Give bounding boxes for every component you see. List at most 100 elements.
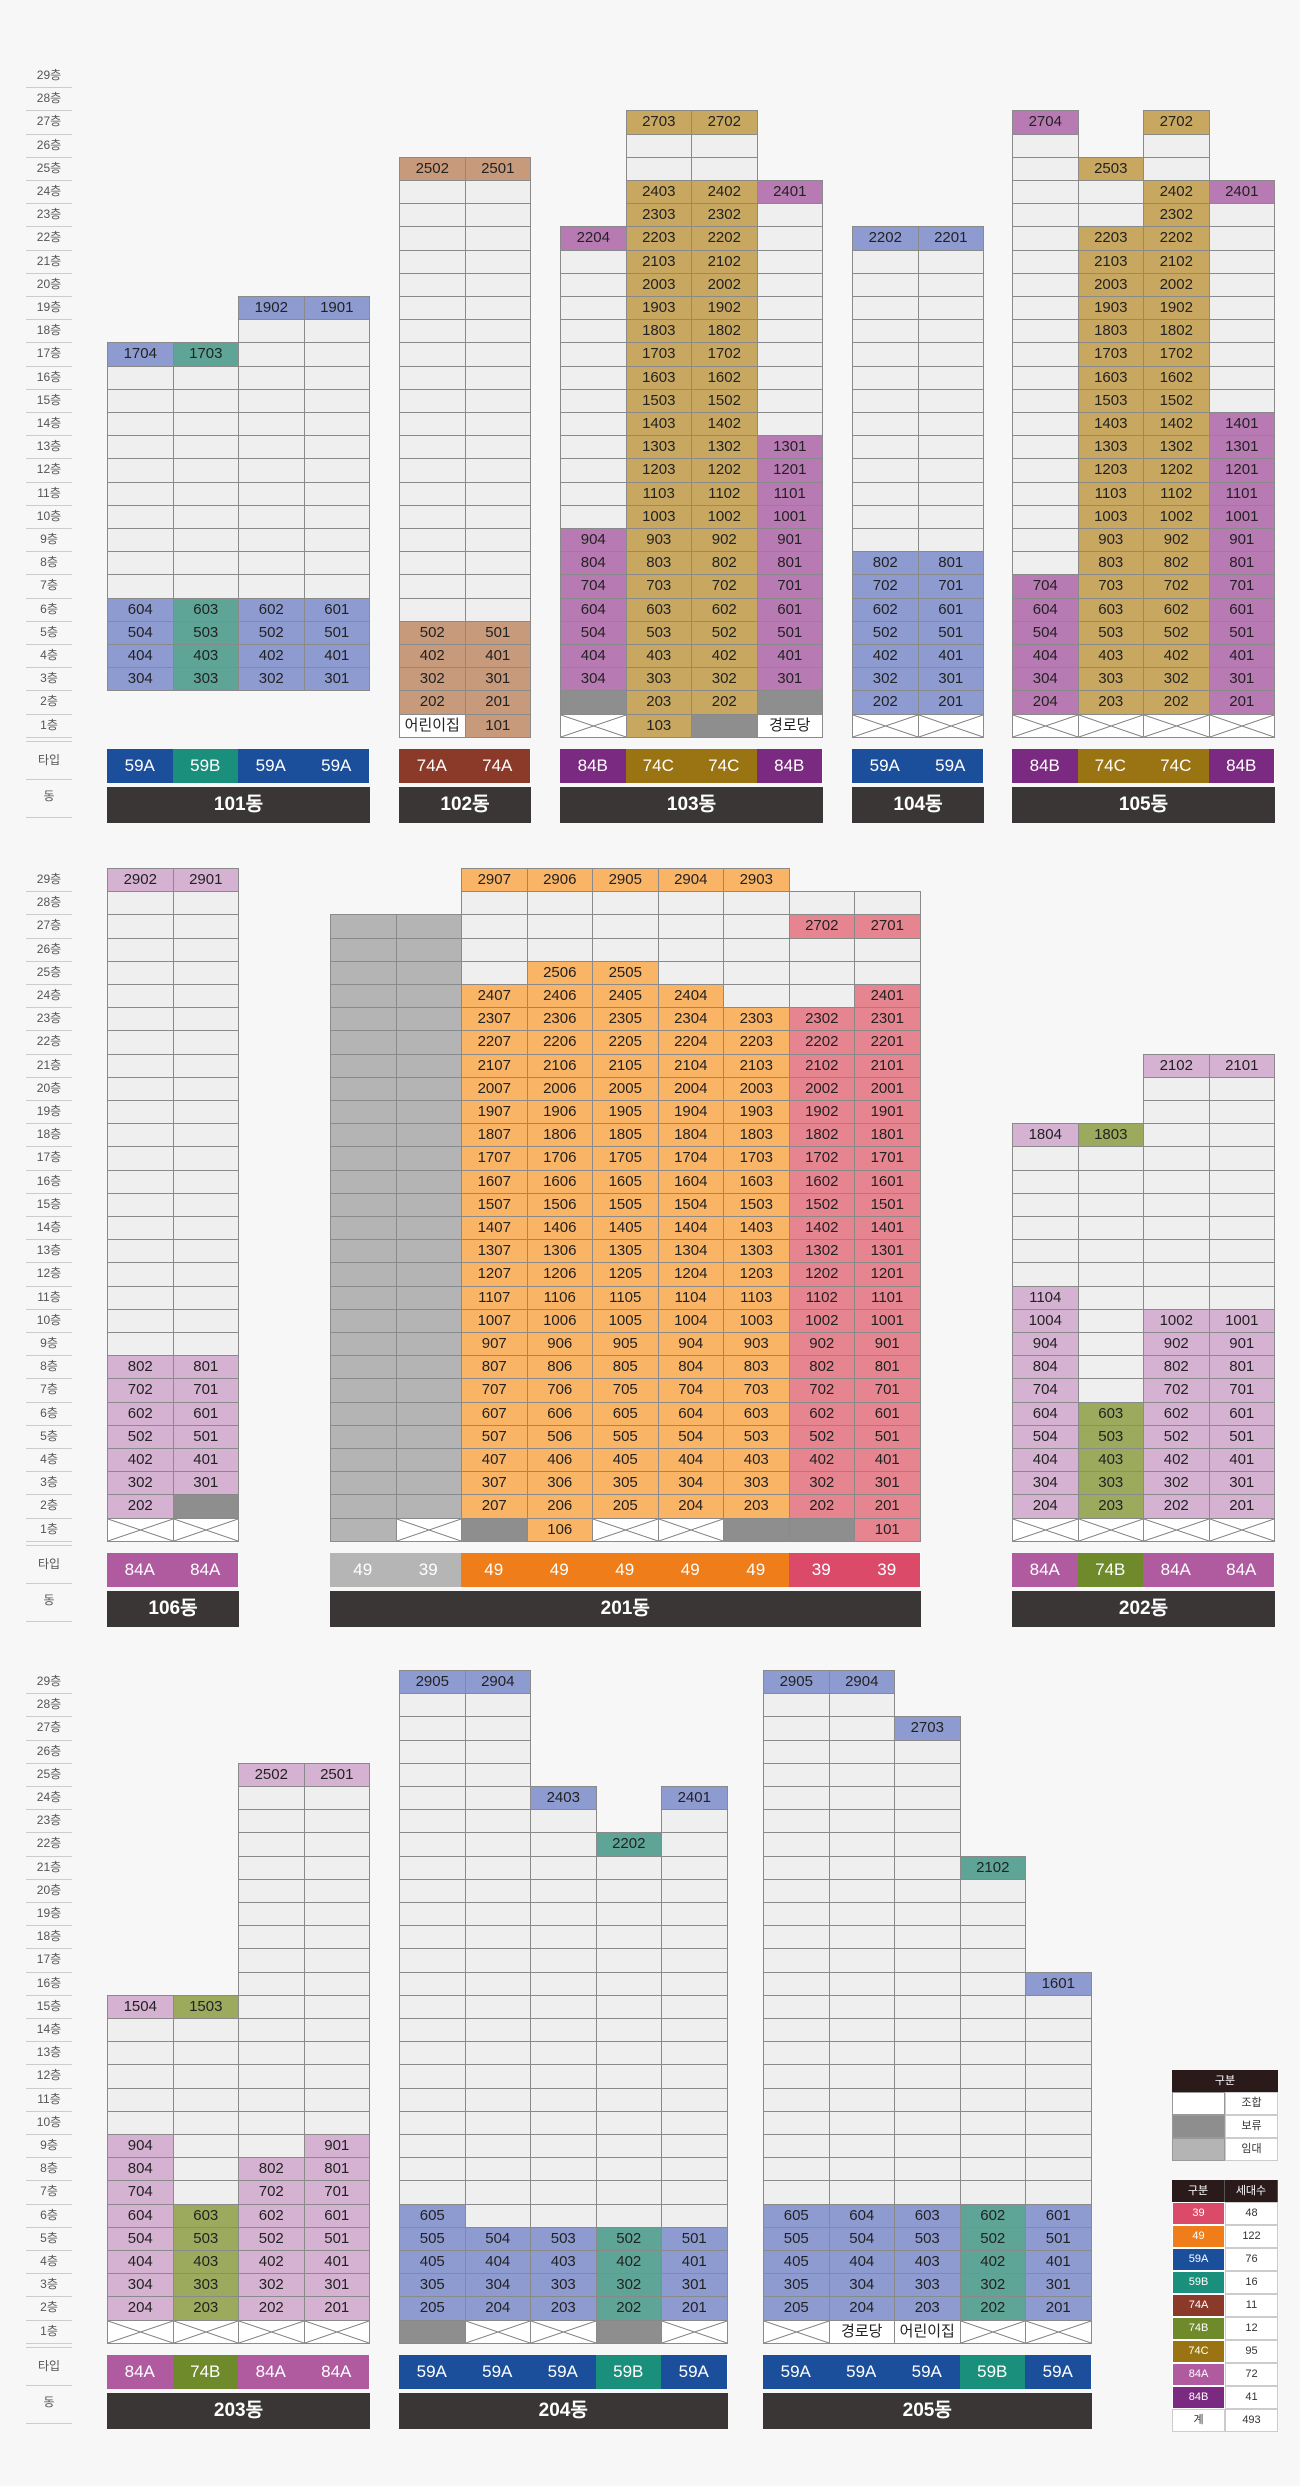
unit-cell: 402 xyxy=(852,644,919,669)
floor-label: 8층 xyxy=(40,2161,58,2176)
unit-cell: 2204 xyxy=(560,226,627,251)
empty-cell xyxy=(303,1832,370,1857)
empty-cell xyxy=(107,1100,174,1125)
empty-cell xyxy=(399,1902,466,1927)
unit-cell: 804 xyxy=(657,1355,724,1380)
unit-cell: 1805 xyxy=(592,1123,659,1148)
empty-cell xyxy=(464,574,531,599)
unit-cell: 1401 xyxy=(854,1216,921,1241)
empty-cell xyxy=(172,1123,239,1148)
floor-divider xyxy=(26,458,72,460)
empty-cell xyxy=(399,2157,466,2182)
empty-cell xyxy=(399,597,466,622)
unit-cell: 303 xyxy=(172,667,239,692)
unit-cell: 402 xyxy=(595,2250,662,2275)
unit-cell: 802 xyxy=(1143,1355,1210,1380)
unit-cell: 802 xyxy=(788,1355,855,1380)
unit-cell: 1901 xyxy=(303,296,370,321)
unit-cell: 1302 xyxy=(1143,435,1210,460)
unit-cell: 1604 xyxy=(657,1169,724,1194)
floor-label: 6층 xyxy=(40,601,58,616)
unit-cell: 2403 xyxy=(530,1786,597,1811)
type-badge: 59A xyxy=(238,748,305,783)
floor-divider xyxy=(26,1146,72,1148)
reserved-cell xyxy=(395,1030,462,1055)
empty-cell xyxy=(464,1994,531,2019)
floor-label: 20층 xyxy=(36,1882,62,1897)
floor-divider xyxy=(26,342,72,344)
empty-cell xyxy=(107,2064,174,2089)
empty-cell xyxy=(107,1216,174,1241)
floor-divider xyxy=(26,667,72,669)
empty-cell xyxy=(1143,1262,1210,1287)
empty-cell xyxy=(464,180,531,205)
unit-cell: 1304 xyxy=(657,1239,724,1264)
unit-cell: 1004 xyxy=(1012,1308,1079,1333)
empty-cell xyxy=(526,891,593,916)
unit-cell: 1303 xyxy=(1077,435,1144,460)
floor-label: 20층 xyxy=(36,276,62,291)
empty-cell xyxy=(828,1994,895,2019)
empty-cell xyxy=(399,1878,466,1903)
empty-cell xyxy=(1012,319,1079,344)
reserved-cell xyxy=(395,1216,462,1241)
empty-cell xyxy=(530,1878,597,1903)
unit-cell: 404 xyxy=(560,644,627,669)
empty-cell xyxy=(399,1994,466,2019)
floor-divider xyxy=(26,1401,72,1403)
empty-cell xyxy=(959,2018,1026,2043)
empty-cell xyxy=(828,2110,895,2135)
reserved-cell xyxy=(330,960,397,985)
empty-cell xyxy=(595,2087,662,2112)
empty-cell xyxy=(172,1239,239,1264)
floor-divider xyxy=(26,1544,72,1546)
unit-cell: 701 xyxy=(1208,1378,1275,1403)
unit-cell: 201 xyxy=(1025,2296,1092,2321)
reserved-cell xyxy=(395,1285,462,1310)
floor-divider xyxy=(26,1355,72,1357)
unit-cell: 803 xyxy=(723,1355,790,1380)
reserved-cell xyxy=(395,1239,462,1264)
unit-cell: 902 xyxy=(691,528,758,553)
unit-cell: 802 xyxy=(691,551,758,576)
unit-cell: 1702 xyxy=(691,342,758,367)
empty-cell xyxy=(172,551,239,576)
type-badge: 59A xyxy=(828,2354,895,2389)
floor-label: 13층 xyxy=(36,1243,62,1258)
unit-cell: 2704 xyxy=(1012,110,1079,135)
reserved-cell xyxy=(330,1053,397,1078)
empty-cell xyxy=(1025,2157,1092,2182)
empty-cell xyxy=(172,435,239,460)
unit-cell: 2905 xyxy=(399,1670,466,1695)
floor-label: 18층 xyxy=(36,323,62,338)
unit-cell: 805 xyxy=(592,1355,659,1380)
unit-cell: 602 xyxy=(107,1401,174,1426)
empty-cell xyxy=(399,1832,466,1857)
empty-cell xyxy=(595,1878,662,1903)
empty-cell xyxy=(763,1716,830,1741)
empty-cell xyxy=(172,960,239,985)
unit-cell: 306 xyxy=(526,1471,593,1496)
empty-cell xyxy=(1208,388,1275,413)
floor-divider xyxy=(26,319,72,321)
empty-cell xyxy=(399,2180,466,2205)
empty-cell xyxy=(399,319,466,344)
unit-cell: 1803 xyxy=(1077,1123,1144,1148)
unit-cell: 2703 xyxy=(625,110,692,135)
type-badge: 49 xyxy=(592,1552,659,1587)
unit-cell: 403 xyxy=(172,2250,239,2275)
unit-cell: 302 xyxy=(238,2273,305,2298)
unit-cell: 601 xyxy=(917,597,984,622)
unit-cell: 303 xyxy=(172,2273,239,2298)
crossed-cell xyxy=(917,713,984,738)
unit-cell: 어린이집 xyxy=(894,2319,961,2344)
empty-cell xyxy=(172,504,239,529)
empty-cell xyxy=(763,2018,830,2043)
unit-cell: 1203 xyxy=(625,458,692,483)
unit-cell: 2203 xyxy=(723,1030,790,1055)
empty-cell xyxy=(1143,1123,1210,1148)
crossed-cell xyxy=(1208,1517,1275,1542)
type-badge: 84A xyxy=(303,2354,370,2389)
unit-cell: 2202 xyxy=(595,1832,662,1857)
crossed-cell xyxy=(661,2319,728,2344)
